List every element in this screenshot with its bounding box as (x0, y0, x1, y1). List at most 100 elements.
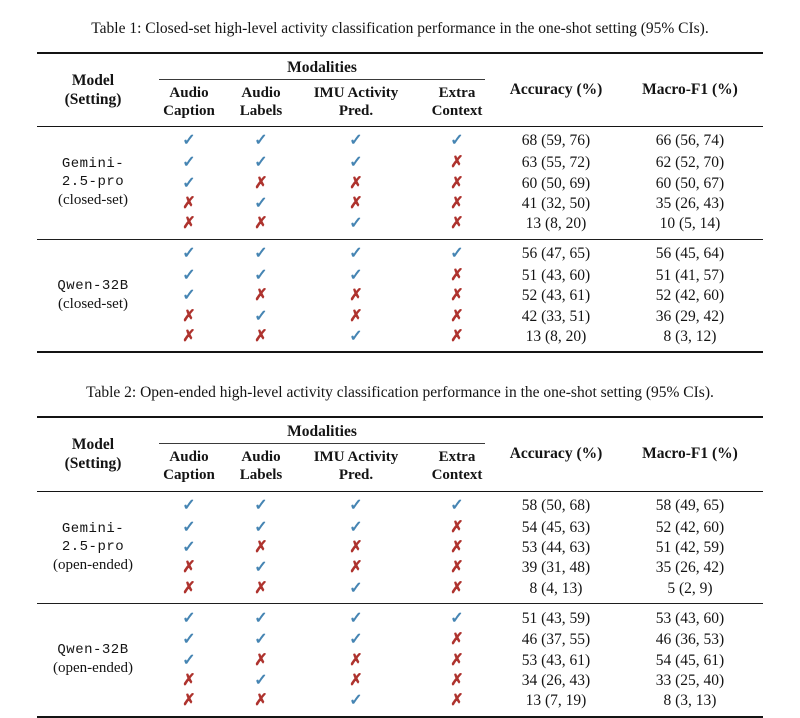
check-icon: ✓ (349, 266, 363, 284)
check-icon: ✓ (254, 132, 268, 150)
check-icon: ✓ (182, 154, 196, 172)
accuracy-value: 34 (26, 43) (521, 672, 591, 690)
check-icon: ✓ (419, 238, 495, 266)
macro-f1-value: 62 (52, 70) (655, 154, 725, 172)
cross-icon: ✗ (450, 174, 464, 192)
cross-icon: ✗ (349, 651, 363, 669)
col-header-imu-activity-pred: IMU Activity Pred. (293, 444, 419, 492)
cross-icon: ✗ (182, 692, 196, 710)
table-1: Model (Setting) Modalities Accuracy (%) … (37, 51, 763, 354)
col-header-extra-context: Extra Context (419, 444, 495, 492)
cross-icon: ✗ (182, 215, 196, 233)
col-header-extra-context: Extra Context (419, 79, 495, 128)
macro-f1-value: 10 (5, 14) (659, 215, 721, 233)
check-icon: ✓ (229, 238, 293, 266)
check-icon: ✓ (450, 132, 464, 150)
macro-f1-value: 54 (45, 61) (655, 651, 725, 669)
cross-icon: ✗ (254, 174, 268, 192)
accuracy-value: 63 (55, 72) (521, 154, 591, 172)
table-row: ✗ ✓ ✗ ✗ 41 (32, 50) 35 (26, 43) (37, 194, 763, 214)
modalities-group-label: Modalities (159, 59, 485, 80)
col-header-model: Model (Setting) (37, 417, 149, 492)
macro-f1-value: 52 (42, 60) (655, 518, 725, 536)
accuracy-value: 39 (31, 48) (521, 559, 591, 577)
col-header-modalities: Modalities (149, 53, 495, 80)
cross-icon: ✗ (254, 539, 268, 557)
macro-f1-value: 46 (36, 53) (655, 631, 725, 649)
table-row: ✓ ✗ ✗ ✗ 52 (43, 61) 52 (42, 60) (37, 286, 763, 306)
cross-icon: ✗ (450, 672, 464, 690)
accuracy-value: 8 (4, 13) (529, 579, 583, 597)
check-icon: ✓ (349, 132, 363, 150)
table-row: ✗ ✓ ✗ ✗ 39 (31, 48) 35 (26, 42) (37, 558, 763, 578)
cross-icon: ✗ (450, 559, 464, 577)
table-row: ✓ ✗ ✗ ✗ 53 (44, 63) 51 (42, 59) (37, 538, 763, 558)
cross-icon: ✗ (450, 631, 464, 649)
model-setting: (closed-set) (58, 295, 128, 312)
check-icon: ✓ (182, 539, 196, 557)
col-header-audio-labels: Audio Labels (229, 444, 293, 492)
col-header-audio-caption: Audio Caption (149, 79, 229, 128)
macro-f1-value: 35 (26, 43) (655, 195, 725, 212)
col-header-macro-f1: Macro-F1 (%) (617, 52, 763, 128)
table-2-gemini-block: Gemini- 2.5-pro (open-ended) ✓ ✓ ✓ ✓ 58 … (37, 491, 763, 604)
cross-icon: ✗ (182, 307, 196, 325)
cross-icon: ✗ (349, 287, 363, 305)
check-icon: ✓ (349, 328, 363, 346)
check-icon: ✓ (182, 287, 196, 305)
check-icon: ✓ (254, 307, 268, 325)
check-icon: ✓ (349, 154, 363, 172)
table-row: ✓ ✗ ✗ ✗ 53 (43, 61) 54 (45, 61) (37, 651, 763, 671)
table-row: ✓ ✓ ✓ ✗ 51 (43, 60) 51 (41, 57) (37, 266, 763, 286)
check-icon: ✓ (182, 631, 196, 649)
col-header-modalities: Modalities (149, 417, 495, 445)
cross-icon: ✗ (349, 672, 363, 690)
cross-icon: ✗ (254, 651, 268, 669)
col-header-imu-activity-pred: IMU Activity Pred. (293, 79, 419, 128)
table-row: ✗ ✗ ✓ ✗ 13 (8, 20) 10 (5, 14) (37, 214, 763, 239)
check-icon: ✓ (349, 518, 363, 536)
cross-icon: ✗ (450, 651, 464, 669)
check-icon: ✓ (149, 238, 229, 266)
check-icon: ✓ (254, 672, 268, 690)
cross-icon: ✗ (349, 174, 363, 192)
macro-f1-value: 60 (50, 67) (655, 174, 725, 192)
table-row: ✗ ✗ ✓ ✗ 8 (4, 13) 5 (2, 9) (37, 579, 763, 604)
check-icon: ✓ (182, 132, 196, 150)
table-row: ✓ ✗ ✗ ✗ 60 (50, 69) 60 (50, 67) (37, 174, 763, 194)
cross-icon: ✗ (450, 287, 464, 305)
accuracy-value: 51 (43, 59) (495, 603, 617, 631)
check-icon: ✓ (254, 154, 268, 172)
cross-icon: ✗ (450, 154, 464, 172)
table-row: ✗ ✓ ✗ ✗ 42 (33, 51) 36 (29, 42) (37, 307, 763, 327)
table-1-header: Model (Setting) Modalities Accuracy (%) … (37, 52, 763, 128)
macro-f1-value: 35 (26, 42) (655, 559, 725, 577)
model-name: 2.5-pro (61, 538, 125, 555)
col-header-model-line1: Model (71, 435, 115, 453)
col-header-audio-caption: Audio Caption (149, 444, 229, 492)
check-icon: ✓ (149, 603, 229, 631)
accuracy-value: 13 (7, 19) (525, 692, 587, 710)
check-icon: ✓ (229, 603, 293, 631)
table-row: Qwen-32B (closed-set) ✓ ✓ ✓ ✓ 56 (47, 65… (37, 238, 763, 353)
cross-icon: ✗ (349, 195, 363, 212)
table-2-header: Model (Setting) Modalities Accuracy (%) … (37, 417, 763, 492)
cross-icon: ✗ (450, 307, 464, 325)
accuracy-value: 52 (43, 61) (521, 287, 591, 305)
accuracy-value: 53 (44, 63) (521, 539, 591, 557)
col-header-macro-f1: Macro-F1 (%) (617, 417, 763, 492)
table-1-qwen-block: Qwen-32B (closed-set) ✓ ✓ ✓ ✓ 56 (47, 65… (37, 238, 763, 353)
cross-icon: ✗ (450, 579, 464, 597)
cross-icon: ✗ (349, 559, 363, 577)
accuracy-value: 42 (33, 51) (521, 307, 591, 325)
check-icon: ✓ (182, 651, 196, 669)
cross-icon: ✗ (450, 195, 464, 212)
accuracy-value: 53 (43, 61) (521, 651, 591, 669)
col-header-model-line1: Model (71, 71, 115, 89)
accuracy-value: 41 (32, 50) (521, 195, 591, 212)
check-icon: ✓ (182, 496, 196, 514)
cross-icon: ✗ (254, 692, 268, 710)
model-cell-gemini-closed: Gemini- 2.5-pro (closed-set) (37, 127, 149, 240)
cross-icon: ✗ (254, 287, 268, 305)
accuracy-value: 13 (8, 20) (525, 215, 587, 233)
